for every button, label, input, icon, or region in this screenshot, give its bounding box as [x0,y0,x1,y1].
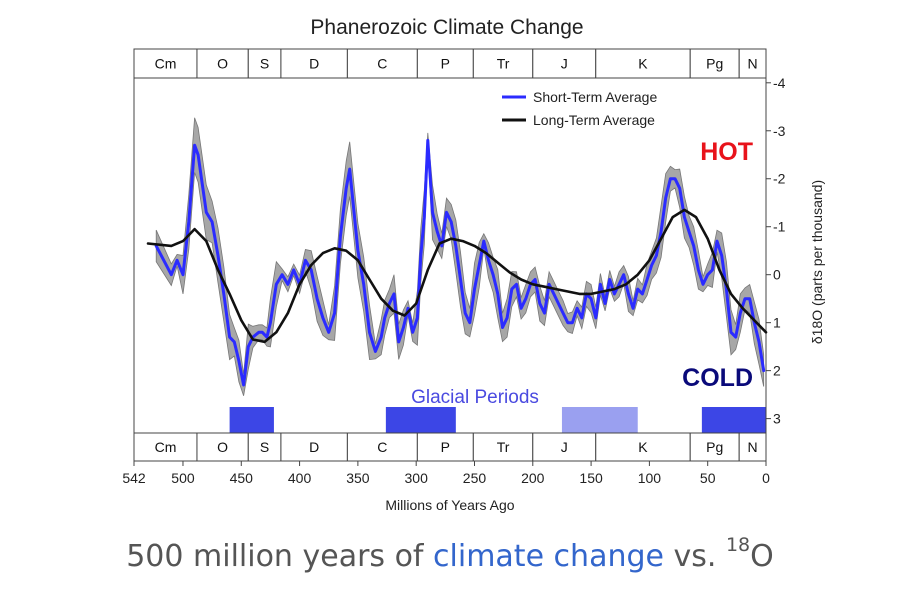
x-axis-label: Millions of Years Ago [385,497,514,513]
period-label-tr: Tr [497,56,510,72]
period-cell-j [532,48,597,79]
period-label-d: D [309,439,319,455]
period-label-p: P [441,56,450,72]
y-tick-label: 0 [773,267,781,283]
glacial-band-3 [701,407,766,433]
period-label-s: S [260,56,269,72]
x-tick-label: 350 [346,470,370,486]
period-cell-o [196,432,249,462]
y-axis-label: δ18O (parts per thousand) [809,180,825,344]
y-tick-label: -2 [773,171,786,187]
period-cell-tr [472,48,534,79]
legend: Short-Term Average Long-Term Average [502,89,657,128]
y-tick-label: 3 [773,411,781,427]
period-cell-p [416,48,474,79]
period-cell-p [416,432,474,462]
x-tick-label: 50 [700,470,716,486]
y-tick-label: 1 [773,315,781,331]
x-tick-label: 200 [521,470,545,486]
period-cell-cm [133,432,198,462]
legend-label-1: Long-Term Average [533,112,655,128]
short-term-line [154,138,766,387]
period-label-o: O [217,439,228,455]
period-label-pg: Pg [706,439,723,455]
period-label-n: N [748,56,758,72]
period-cell-d [280,48,348,79]
period-cell-cm [133,48,198,79]
plot-frame [133,77,767,434]
period-cell-tr [472,432,534,462]
glacial-band-2 [561,407,638,433]
period-cell-n [738,48,767,79]
period-cell-k [595,48,691,79]
period-cell-s [247,48,282,79]
hot-annotation: HOT [700,138,753,166]
glacial-band-1 [385,407,456,433]
period-label-pg: Pg [706,56,723,72]
long-term-line [146,208,768,344]
caption-middle: vs. [663,539,726,574]
figure-caption: 500 million years of climate change vs. … [0,534,900,574]
x-tick-label: 300 [405,470,429,486]
y-tick-label: 2 [773,363,781,379]
y-tick-label: -4 [773,75,786,91]
x-tick-label: 400 [288,470,312,486]
period-label-k: K [638,56,648,72]
period-cell-k [595,432,691,462]
y-tick-label: -3 [773,123,786,139]
chart-title: Phanerozoic Climate Change [310,16,583,39]
period-cell-d [280,432,348,462]
period-label-n: N [748,439,758,455]
x-tick-label: 450 [230,470,254,486]
period-label-tr: Tr [497,439,510,455]
cold-annotation: COLD [682,364,753,392]
short-term-envelope [155,117,765,396]
x-tick-label: 100 [638,470,662,486]
x-tick-label: 250 [463,470,487,486]
period-cell-n [738,432,767,462]
period-label-j: J [561,439,568,455]
period-label-c: C [377,439,387,455]
climate-chart: Phanerozoic Climate Change Cm O S D C P Tr J K Pg… [122,16,825,513]
period-label-o: O [217,56,228,72]
climate-change-link[interactable]: climate change [433,539,664,574]
period-label-j: J [561,56,568,72]
x-tick-label: 0 [762,470,770,486]
caption-superscript: 18 [725,534,751,556]
series-layer [146,117,768,396]
caption-suffix: O [750,539,774,574]
period-strip-bottom: Cm O S D C P Tr J K Pg N [133,432,767,462]
period-label-cm: Cm [155,439,177,455]
period-cell-j [532,432,597,462]
axes: 542 500 450 400 350 300 250 200 150 100 50 0-4-3-2-… [122,75,785,486]
x-tick-label: 150 [579,470,603,486]
y-tick-label: -1 [773,219,786,235]
glacial-periods-label: Glacial Periods [411,387,539,408]
period-cell-c [346,432,418,462]
plot-area [133,77,767,434]
period-label-k: K [638,439,648,455]
glacial-bands [229,407,766,433]
glacial-band-0 [229,407,274,433]
period-label-d: D [309,56,319,72]
x-tick-label: 500 [171,470,195,486]
period-label-c: C [377,56,387,72]
x-tick-label: 542 [122,470,146,486]
legend-label-0: Short-Term Average [533,89,657,105]
period-label-cm: Cm [155,56,177,72]
period-strip-top: Cm O S D C P Tr J K Pg N [133,48,767,79]
period-label-p: P [441,439,450,455]
period-label-s: S [260,439,269,455]
caption-prefix: 500 million years of [126,539,434,574]
period-cell-c [346,48,418,79]
